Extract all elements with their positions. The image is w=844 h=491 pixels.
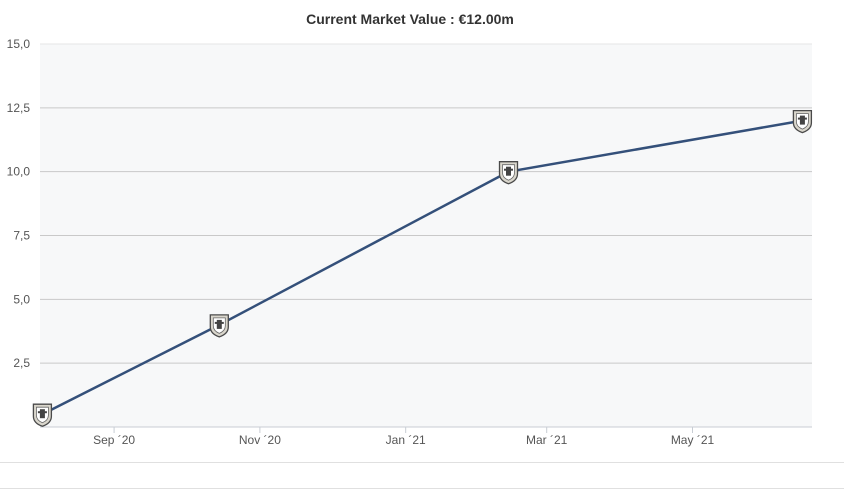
x-tick-label: Nov ´20 — [239, 433, 281, 447]
x-tick-label: May ´21 — [671, 433, 715, 447]
data-markers — [32, 109, 813, 427]
y-tick-label: 2,5 — [13, 356, 30, 370]
club-crest-icon[interactable] — [792, 109, 813, 134]
grid-lines — [40, 43, 812, 364]
club-crest-icon[interactable] — [32, 403, 53, 427]
divider-top — [0, 462, 844, 463]
x-tick-label: Sep ´20 — [93, 433, 135, 447]
series-line — [41, 119, 803, 416]
y-tick-label: 7,5 — [13, 229, 30, 243]
y-tick-label: 12,5 — [7, 101, 31, 115]
club-crest-icon[interactable] — [209, 314, 229, 338]
chart-title: Current Market Value : €12.00m — [306, 11, 514, 27]
x-tick-label: Mar ´21 — [526, 433, 568, 447]
y-axis-ticks: 15,0 12,5 10,0 7,5 5,0 2,5 — [7, 37, 31, 370]
y-tick-label: 15,0 — [7, 37, 31, 51]
divider-bottom — [0, 488, 844, 489]
club-crest-icon[interactable] — [498, 161, 519, 185]
x-tick-label: Jan ´21 — [386, 433, 426, 447]
x-axis-ticks: Sep ´20 Nov ´20 Jan ´21 Mar ´21 May ´21 — [93, 427, 714, 447]
y-tick-label: 5,0 — [13, 292, 30, 306]
y-tick-label: 10,0 — [7, 165, 31, 179]
